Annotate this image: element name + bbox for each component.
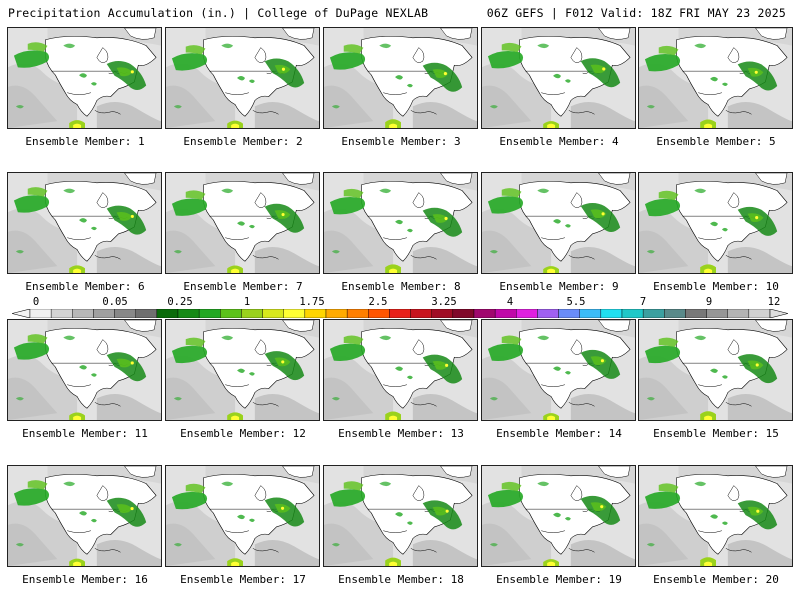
color-scale-segment — [494, 309, 517, 318]
ensemble-member-label: Ensemble Member: 7 — [183, 280, 303, 293]
ensemble-member-label: Ensemble Member: 18 — [338, 573, 464, 586]
color-scale-tick-label: 0.05 — [102, 296, 128, 308]
color-scale-bar — [12, 309, 788, 318]
color-scale-tick-label: 3.25 — [431, 296, 457, 308]
ensemble-member-map — [323, 27, 478, 129]
ensemble-member-label: Ensemble Member: 17 — [180, 573, 306, 586]
ensemble-member-label: Ensemble Member: 19 — [496, 573, 622, 586]
color-scale-max-arrow — [769, 309, 788, 318]
ensemble-member-label: Ensemble Member: 8 — [341, 280, 461, 293]
ensemble-member-map — [481, 319, 636, 421]
ensemble-member-label: Ensemble Member: 11 — [22, 427, 148, 440]
ensemble-member-label: Ensemble Member: 4 — [499, 135, 619, 148]
color-scale-segment — [516, 309, 538, 318]
color-scale-tick-label: 4 — [506, 296, 514, 308]
color-scale-segment — [114, 309, 136, 318]
color-scale-segment — [29, 309, 52, 318]
ensemble-member-map — [323, 319, 478, 421]
ensemble-member-map — [638, 27, 793, 129]
color-scale-segment — [706, 309, 728, 318]
color-scale-tick-label: 12 — [767, 296, 781, 308]
color-scale-segment — [748, 309, 771, 318]
color-scale-segment — [220, 309, 242, 318]
color-scale-segment — [579, 309, 602, 318]
ensemble-member-map — [165, 172, 320, 274]
ensemble-member-map — [323, 465, 478, 567]
color-scale-segment — [156, 309, 179, 318]
ensemble-member-map — [481, 172, 636, 274]
ensemble-member-label: Ensemble Member: 9 — [499, 280, 619, 293]
ensemble-member-label: Ensemble Member: 20 — [653, 573, 779, 586]
color-scale-segment — [283, 309, 306, 318]
ensemble-member-map — [7, 172, 162, 274]
color-scale-segment — [473, 309, 496, 318]
ensemble-member-label: Ensemble Member: 12 — [180, 427, 306, 440]
ensemble-member-map — [7, 27, 162, 129]
ensemble-member-map — [323, 172, 478, 274]
product-title: Precipitation Accumulation (in.) | Colle… — [8, 6, 429, 20]
color-scale-tick-label: 9 — [705, 296, 713, 308]
ensemble-member-label: Ensemble Member: 3 — [341, 135, 461, 148]
model-run-title: 06Z GEFS | F012 Valid: 18Z FRI MAY 23 20… — [486, 6, 786, 20]
ensemble-member-label: Ensemble Member: 5 — [656, 135, 776, 148]
color-scale-tick-label: 2.5 — [368, 296, 388, 308]
color-scale-segment — [368, 309, 390, 318]
color-scale-segment — [685, 309, 707, 318]
color-scale-tick-label: 0.25 — [167, 296, 193, 308]
ensemble-member-map — [7, 319, 162, 421]
color-scale-segment — [241, 309, 263, 318]
color-scale-segment — [431, 309, 454, 318]
color-scale-labels: 0 0.05 0.25 1 1.75 2.5 3.25 4 5.5 7 9 12 — [12, 296, 788, 308]
color-scale-segment — [389, 309, 411, 318]
color-scale-segment — [600, 309, 623, 318]
color-scale-segment — [325, 309, 348, 318]
color-scale-segment — [452, 309, 475, 318]
ensemble-member-map — [638, 172, 793, 274]
color-scale-segment — [198, 309, 221, 318]
color-scale: 0 0.05 0.25 1 1.75 2.5 3.25 4 5.5 7 9 12 — [12, 296, 788, 320]
color-scale-segment — [558, 309, 580, 318]
ensemble-member-label: Ensemble Member: 16 — [22, 573, 148, 586]
color-scale-segment — [93, 309, 115, 318]
ensemble-member-map — [481, 465, 636, 567]
color-scale-segment — [72, 309, 94, 318]
color-scale-segment — [262, 309, 284, 318]
ensemble-member-map — [165, 319, 320, 421]
ensemble-member-map — [165, 465, 320, 567]
color-scale-segment — [664, 309, 686, 318]
ensemble-member-map — [165, 27, 320, 129]
color-scale-tick-label: 7 — [639, 296, 647, 308]
color-scale-tick-label: 0 — [32, 296, 40, 308]
ensemble-member-map — [638, 319, 793, 421]
ensemble-member-label: Ensemble Member: 10 — [653, 280, 779, 293]
ensemble-member-label: Ensemble Member: 6 — [25, 280, 145, 293]
color-scale-segment — [135, 309, 158, 318]
color-scale-tick-label: 1 — [243, 296, 251, 308]
color-scale-tick-label: 5.5 — [566, 296, 586, 308]
color-scale-tick-label: 1.75 — [299, 296, 325, 308]
color-scale-segment — [304, 309, 327, 318]
color-scale-segment — [410, 309, 432, 318]
ensemble-member-label: Ensemble Member: 2 — [183, 135, 303, 148]
ensemble-member-map — [7, 465, 162, 567]
color-scale-segment — [642, 309, 665, 318]
color-scale-segment — [346, 309, 369, 318]
color-scale-segment — [537, 309, 559, 318]
ensemble-member-label: Ensemble Member: 13 — [338, 427, 464, 440]
color-scale-min-arrow — [12, 309, 31, 318]
color-scale-segment — [727, 309, 750, 318]
ensemble-member-label: Ensemble Member: 15 — [653, 427, 779, 440]
ensemble-member-map — [638, 465, 793, 567]
ensemble-member-label: Ensemble Member: 14 — [496, 427, 622, 440]
color-scale-segment — [177, 309, 200, 318]
color-scale-segment — [621, 309, 644, 318]
ensemble-member-map — [481, 27, 636, 129]
ensemble-member-label: Ensemble Member: 1 — [25, 135, 145, 148]
color-scale-segment — [50, 309, 73, 318]
